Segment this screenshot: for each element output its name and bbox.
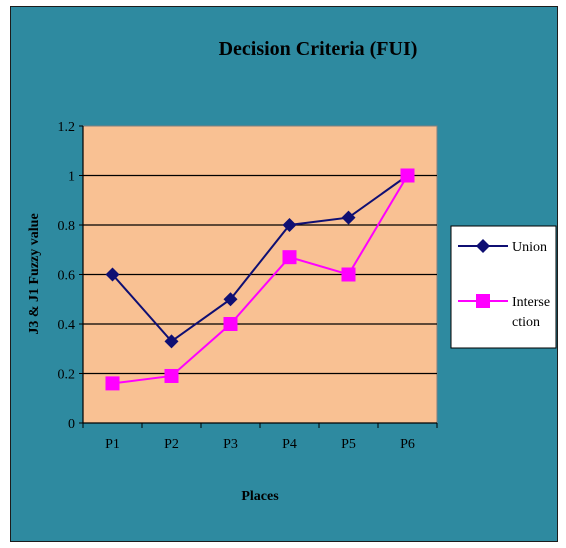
- legend-label-intersection: Interse: [512, 295, 550, 310]
- y-tick-label: 1.2: [58, 120, 76, 135]
- x-tick-label: P3: [223, 437, 238, 452]
- legend-label-union: Union: [512, 240, 547, 255]
- y-tick-label: 0.6: [58, 269, 76, 284]
- x-tick-label: P4: [282, 437, 297, 452]
- y-tick-label: 0.8: [58, 219, 76, 234]
- x-axis-title: Places: [241, 489, 279, 504]
- x-tick-label: P6: [400, 437, 415, 452]
- intersection-point: [164, 368, 179, 383]
- intersection-point: [341, 267, 356, 282]
- x-tick-label: P2: [164, 437, 179, 452]
- x-axis-ticks: P1 P2 P3 P4 P5 P6: [82, 423, 438, 452]
- legend-label-intersection: ction: [512, 315, 540, 330]
- intersection-point: [282, 250, 297, 265]
- y-tick-label: 0.4: [58, 318, 76, 333]
- x-tick-label: P1: [105, 437, 120, 452]
- x-tick-label: P5: [341, 437, 356, 452]
- intersection-point: [105, 376, 120, 391]
- legend-marker-intersection: [476, 294, 490, 308]
- union-point: [282, 218, 297, 232]
- intersection-point: [223, 317, 238, 331]
- series-line-intersection: [112, 174, 409, 385]
- y-axis-title: J3 & J1 Fuzzy value: [27, 213, 42, 334]
- y-axis-ticks: 0 0.2 0.4 0.6 0.8 1 1.2: [58, 120, 83, 432]
- y-tick-label: 0.2: [58, 368, 76, 383]
- union-point: [164, 334, 179, 349]
- series-layer: [105, 168, 415, 391]
- union-point: [341, 210, 356, 225]
- y-tick-label: 0: [68, 417, 75, 432]
- legend: Union Interse ction: [450, 225, 557, 349]
- y-tick-label: 1: [68, 170, 75, 185]
- legend-marker-union: [476, 239, 490, 253]
- union-point: [223, 292, 238, 307]
- intersection-point: [400, 168, 415, 183]
- union-point: [105, 267, 120, 282]
- chart-title: Decision Criteria (FUI): [219, 38, 418, 60]
- series-line-union: [111, 174, 409, 343]
